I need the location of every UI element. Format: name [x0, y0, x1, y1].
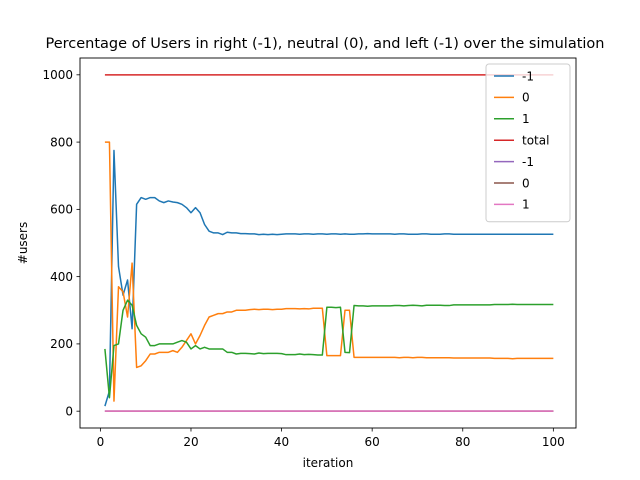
y-tick-label: 600 [50, 203, 73, 217]
y-tick-label: 0 [65, 404, 73, 418]
x-tick-label: 80 [455, 435, 470, 449]
y-tick-label: 1000 [42, 68, 73, 82]
series-line-1 [104, 141, 554, 402]
legend-label: 1 [522, 198, 530, 212]
x-tick-label: 100 [542, 435, 565, 449]
legend-label: -1 [522, 69, 534, 83]
legend-label: 0 [522, 176, 530, 190]
x-axis: 0 20 40 60 80 100 [97, 428, 565, 449]
x-tick-label: 20 [183, 435, 198, 449]
chart-title: Percentage of Users in right (-1), neutr… [45, 36, 604, 52]
legend-label: total [522, 134, 549, 148]
x-axis-label: iteration [303, 456, 354, 470]
x-tick-label: 60 [365, 435, 380, 449]
legend-label: 1 [522, 112, 530, 126]
y-axis-label: #users [16, 222, 30, 264]
y-axis: 0 200 400 600 800 1000 [42, 68, 80, 418]
plot-lines [104, 74, 554, 412]
y-tick-label: 400 [50, 270, 73, 284]
plot-frame [79, 57, 577, 429]
y-tick-label: 800 [50, 135, 73, 149]
legend-label: 0 [522, 91, 530, 105]
y-tick-label: 200 [50, 337, 73, 351]
series-line-2 [104, 299, 554, 399]
series-line-0 [104, 149, 554, 407]
legend: -1 0 1 total -1 0 1 [485, 63, 571, 223]
legend-label: -1 [522, 155, 534, 169]
x-tick-label: 40 [274, 435, 289, 449]
x-tick-label: 0 [97, 435, 105, 449]
